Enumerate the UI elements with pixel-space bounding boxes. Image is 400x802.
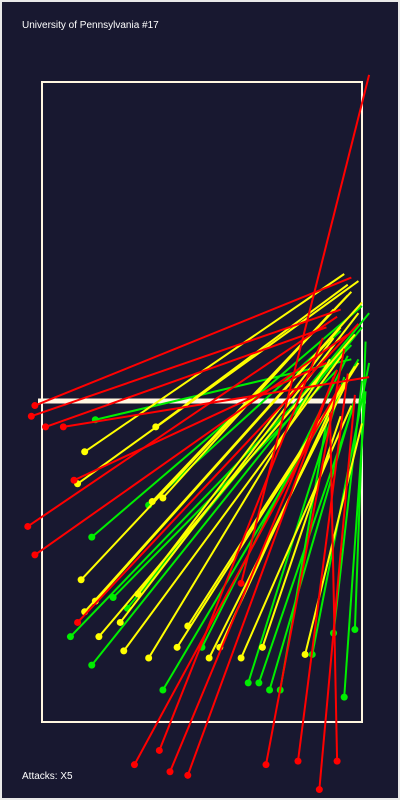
attack-endpoint-yellow-16: [116, 618, 124, 626]
chart-title: University of Pennsylvania #17: [22, 20, 159, 31]
attack-line-red-8: [265, 348, 346, 765]
attack-line-red-14: [318, 394, 356, 790]
attack-endpoint-red-2: [27, 412, 35, 420]
attack-endpoint-yellow-4: [77, 576, 85, 584]
attack-endpoint-red-7: [155, 746, 163, 754]
attack-endpoint-green-0: [88, 661, 96, 669]
attack-line-green-16: [268, 398, 356, 691]
attack-endpoint-red-16: [59, 423, 67, 431]
attacks-label: Attacks: X5: [22, 771, 73, 782]
attack-endpoint-green-7: [351, 626, 359, 634]
attack-line-yellow-19: [155, 283, 349, 428]
attack-endpoint-red-10: [184, 771, 192, 779]
attacks-layer: [24, 74, 371, 794]
attack-line-yellow-0: [84, 273, 345, 453]
attack-endpoint-red-3: [42, 423, 50, 431]
attack-endpoint-red-5: [31, 551, 39, 559]
attack-line-red-15: [73, 361, 327, 482]
attack-line-red-7: [158, 337, 324, 751]
attack-endpoint-green-16: [266, 686, 274, 694]
attack-line-yellow-10: [176, 362, 360, 648]
attack-endpoint-yellow-7: [95, 633, 103, 641]
attack-endpoint-yellow-8: [120, 647, 128, 655]
attack-line-red-12: [297, 373, 349, 762]
attack-endpoint-yellow-17: [134, 590, 142, 598]
attack-line-red-0: [240, 74, 371, 584]
attack-endpoint-yellow-9: [145, 654, 153, 662]
attack-endpoint-red-11: [130, 761, 138, 769]
attack-line-red-3: [45, 326, 327, 428]
attack-endpoint-yellow-18: [184, 622, 192, 630]
attack-endpoint-yellow-19: [152, 423, 160, 431]
attack-endpoint-red-9: [166, 768, 174, 776]
attack-line-yellow-8: [122, 351, 346, 652]
attack-endpoint-yellow-11: [205, 654, 213, 662]
attack-line-yellow-17: [137, 337, 335, 595]
attack-endpoint-red-13: [333, 757, 341, 765]
attack-endpoint-red-15: [70, 476, 78, 484]
attack-line-yellow-14: [261, 415, 342, 648]
attack-line-yellow-9: [147, 358, 331, 659]
attack-line-yellow-1: [76, 280, 360, 485]
attack-line-yellow-13: [240, 405, 353, 659]
attack-line-red-5: [34, 333, 349, 556]
attack-endpoint-green-3: [159, 686, 167, 694]
attack-line-yellow-4: [80, 291, 353, 581]
attack-endpoint-yellow-10: [173, 643, 181, 651]
attack-endpoint-yellow-13: [237, 654, 245, 662]
attack-endpoint-red-0: [237, 579, 245, 587]
attack-endpoint-red-1: [31, 402, 39, 410]
attack-endpoint-red-14: [315, 786, 323, 794]
attack-line-green-15: [332, 380, 363, 634]
attack-endpoint-yellow-3: [159, 494, 167, 502]
attack-endpoint-yellow-15: [301, 650, 309, 658]
attack-line-red-1: [34, 276, 352, 407]
attack-line-red-13: [329, 412, 339, 762]
attack-endpoint-green-1: [66, 633, 74, 641]
attack-line-red-16: [63, 376, 370, 428]
attack-line-red-6: [76, 323, 360, 624]
attack-line-red-11: [133, 383, 342, 766]
attack-endpoint-red-6: [74, 618, 82, 626]
attack-line-yellow-6: [94, 326, 342, 602]
attack-endpoint-green-4: [244, 679, 252, 687]
attack-endpoint-green-6: [340, 693, 348, 701]
attack-line-green-0: [90, 326, 363, 666]
attack-endpoint-red-8: [262, 761, 270, 769]
attack-line-green-8: [147, 330, 342, 506]
attack-endpoint-green-5: [255, 679, 263, 687]
attack-line-red-2: [31, 308, 341, 418]
attack-line-red-9: [169, 369, 339, 773]
attack-endpoint-red-12: [294, 757, 302, 765]
attack-endpoint-green-9: [88, 533, 96, 541]
attack-endpoint-yellow-0: [81, 448, 89, 456]
attack-endpoint-red-4: [24, 522, 32, 530]
attack-line-red-4: [27, 315, 338, 528]
attack-endpoint-green-12: [109, 594, 117, 602]
attack-endpoint-yellow-14: [258, 643, 266, 651]
